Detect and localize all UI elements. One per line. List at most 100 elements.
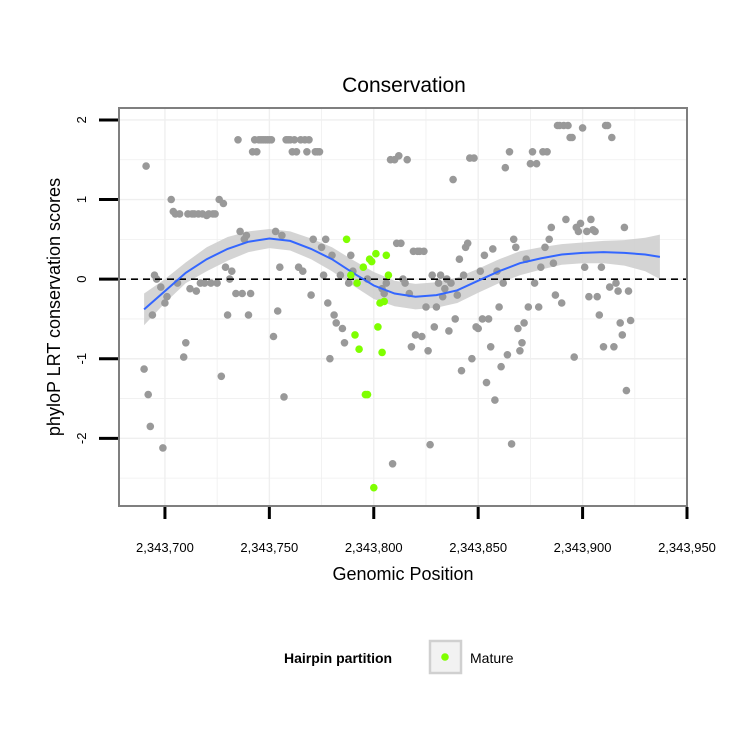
data-point-mature	[353, 279, 361, 287]
data-point-other	[503, 351, 512, 359]
data-point-other	[514, 324, 522, 333]
x-axis: 2,343,700 2,343,750 2,343,800 2,343,850 2,34…	[136, 507, 716, 555]
data-point-other	[547, 223, 556, 232]
chart-title: Conservation	[342, 74, 466, 97]
data-point-other	[332, 319, 341, 327]
data-point-other	[524, 303, 533, 311]
data-point-other	[236, 227, 244, 236]
data-point-other	[605, 283, 614, 291]
data-point-mature	[363, 390, 372, 399]
data-point-mature	[370, 483, 378, 492]
data-point-other	[528, 148, 537, 156]
data-point-other	[347, 251, 355, 260]
data-point-mature	[374, 323, 382, 331]
data-point-mature	[351, 331, 359, 339]
y-tick-label: -1	[74, 353, 89, 365]
data-point-other	[495, 303, 503, 311]
data-point-other	[336, 271, 345, 280]
data-point-other	[273, 307, 282, 315]
data-point-other	[509, 235, 518, 244]
data-point-other	[580, 263, 589, 272]
data-point-other	[401, 279, 409, 287]
data-point-other	[309, 235, 318, 244]
data-point-other	[278, 231, 286, 240]
x-tick-label: 2,343,700	[136, 540, 194, 555]
data-point-other	[319, 271, 328, 280]
data-point-other	[545, 235, 553, 244]
data-point-other	[570, 353, 578, 361]
data-point-other	[534, 303, 543, 311]
data-point-other	[537, 263, 545, 272]
data-point-other	[432, 303, 441, 311]
data-point-other	[395, 152, 403, 160]
data-point-other	[232, 289, 240, 298]
data-point-other	[434, 279, 443, 287]
data-point-other	[317, 243, 326, 252]
data-point-other	[497, 362, 505, 371]
legend-title: Hairpin partition	[284, 650, 392, 666]
data-point-other	[591, 227, 599, 236]
x-tick-label: 2,343,950	[658, 540, 716, 555]
data-point-other	[305, 136, 313, 144]
data-point-mature	[367, 257, 376, 266]
data-point-other	[585, 292, 593, 301]
data-point-other	[457, 366, 466, 375]
data-point-other	[576, 219, 585, 228]
data-point-other	[280, 393, 288, 401]
data-point-other	[541, 243, 549, 252]
data-point-other	[608, 133, 616, 142]
x-axis-title: Genomic Position	[332, 564, 473, 584]
data-point-other	[326, 354, 334, 363]
confidence-band-layer	[144, 229, 660, 326]
data-point-other	[491, 396, 499, 404]
data-point-other	[276, 263, 284, 272]
data-point-mature	[355, 345, 363, 354]
y-tick-label: 1	[74, 196, 89, 203]
data-point-mature	[378, 348, 386, 357]
data-point-other	[532, 159, 541, 168]
x-tick-label: 2,343,900	[554, 540, 612, 555]
data-point-other	[221, 263, 230, 272]
data-point-other	[626, 316, 635, 325]
data-point-other	[468, 354, 476, 363]
data-point-other	[382, 279, 391, 287]
data-point-other	[290, 136, 299, 144]
data-point-other	[595, 311, 604, 319]
data-point-other	[200, 279, 209, 287]
data-point-other	[451, 315, 460, 323]
data-point-other	[292, 148, 301, 156]
data-point-other	[463, 239, 472, 248]
data-point-other	[480, 251, 489, 260]
data-point-other	[420, 247, 428, 256]
data-point-other	[526, 159, 535, 168]
data-point-other	[620, 223, 629, 232]
y-axis: 2 1 0 -1 -2	[74, 116, 118, 444]
data-point-other	[459, 271, 468, 280]
data-point-other	[568, 133, 576, 142]
data-point-other	[163, 292, 171, 301]
data-point-other	[146, 422, 155, 431]
legend-label-mature: Mature	[470, 650, 514, 666]
data-point-other	[299, 267, 307, 276]
data-point-other	[246, 289, 255, 298]
data-point-other	[340, 339, 349, 347]
data-point-other	[478, 315, 487, 323]
legend: Hairpin partition Mature	[284, 639, 514, 675]
data-point-other	[583, 227, 591, 236]
legend-mature-dot	[441, 653, 449, 661]
data-point-other	[179, 353, 188, 361]
data-point-other	[207, 279, 215, 287]
data-point-other	[484, 315, 493, 323]
data-point-other	[482, 378, 491, 387]
data-point-other	[303, 148, 311, 156]
x-tick-label: 2,343,850	[449, 540, 507, 555]
data-point-other	[142, 162, 150, 170]
data-point-other	[182, 339, 190, 347]
data-point-other	[516, 347, 524, 355]
data-point-other	[324, 299, 332, 307]
data-point-other	[148, 311, 157, 319]
data-point-other	[223, 311, 232, 319]
data-point-other	[520, 319, 528, 327]
data-point-other	[219, 199, 228, 208]
data-point-other	[144, 390, 152, 399]
